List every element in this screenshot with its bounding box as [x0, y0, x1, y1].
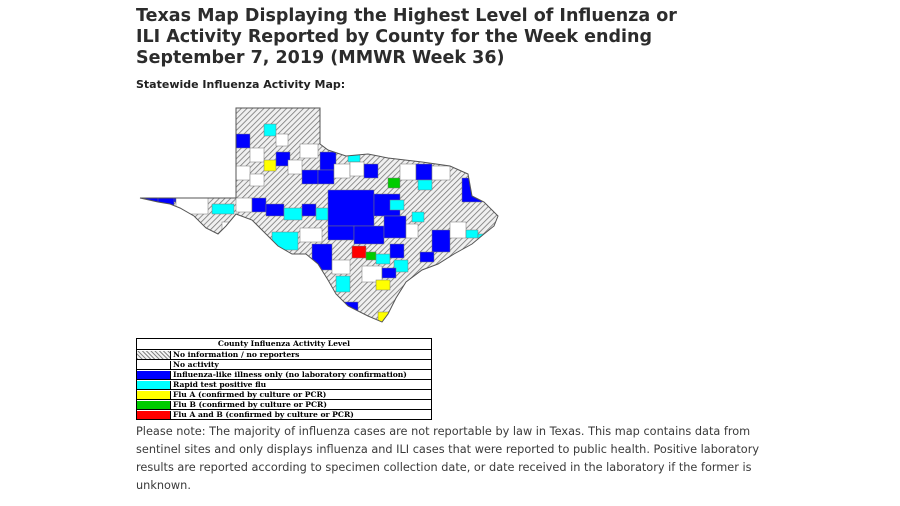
county-rapid	[263, 123, 277, 137]
county-flua	[263, 159, 277, 172]
legend-label: No information / no reporters	[173, 350, 300, 359]
county-rapid	[271, 231, 299, 251]
county-ili	[301, 203, 317, 217]
county-rapid	[211, 203, 235, 215]
county-ili	[353, 225, 385, 245]
county-none	[331, 259, 351, 275]
legend-title: County Influenza Activity Level	[137, 339, 431, 350]
county-none	[221, 221, 243, 237]
county-ili	[301, 169, 319, 185]
county-ili	[327, 225, 355, 241]
county-rapid	[375, 253, 391, 265]
county-ili	[431, 229, 451, 253]
legend-label: Influenza-like illness only (no laborato…	[173, 370, 407, 379]
legend-label: No activity	[173, 360, 219, 369]
county-none	[333, 163, 351, 179]
legend-row-no-information: No information / no reporters	[137, 350, 431, 360]
legend-row-flu-b: Flu B (confirmed by culture or PCR)	[137, 400, 431, 410]
county-flub	[365, 251, 377, 261]
county-none	[431, 165, 451, 181]
county-rapid	[477, 233, 489, 245]
map-subtitle: Statewide Influenza Activity Map:	[136, 78, 346, 91]
disclaimer-note: Please note: The majority of influenza c…	[136, 425, 760, 492]
county-none	[399, 163, 417, 181]
county-none	[287, 159, 303, 175]
county-none	[299, 143, 319, 159]
title-line-1: Texas Map Displaying the Highest Level o…	[136, 6, 677, 26]
county-none	[449, 221, 467, 239]
county-ili	[275, 151, 291, 167]
page-title: Texas Map Displaying the Highest Level o…	[136, 6, 756, 69]
county-ili	[235, 133, 251, 149]
county-layer	[140, 123, 489, 322]
county-ili	[383, 215, 407, 239]
legend-swatch-cyan	[137, 380, 171, 389]
county-ili	[319, 151, 337, 171]
county-ili	[415, 163, 433, 181]
legend-swatch-white	[137, 360, 171, 369]
county-ili	[265, 203, 285, 217]
county-ili	[461, 177, 483, 203]
legend-row-ili: Influenza-like illness only (no laborato…	[137, 370, 431, 380]
county-rapid	[283, 207, 303, 221]
county-ili	[389, 243, 405, 259]
legend-row-no-activity: No activity	[137, 360, 431, 370]
county-rapid	[411, 211, 425, 223]
county-ili	[317, 169, 335, 185]
county-none	[275, 133, 289, 147]
county-none	[299, 227, 323, 243]
legend-row-flu-a-b: Flu A and B (confirmed by culture or PCR…	[137, 410, 431, 419]
county-ili	[363, 163, 379, 179]
county-ili	[381, 267, 397, 279]
legend-swatch-hatch	[137, 350, 171, 359]
county-ili	[419, 251, 435, 263]
county-none	[405, 223, 419, 239]
legend-swatch-red	[137, 410, 171, 419]
legend-label: Rapid test positive flu	[173, 380, 267, 389]
county-ili	[311, 243, 333, 271]
texas-map-svg	[139, 107, 499, 323]
texas-county-map	[132, 104, 504, 326]
legend-label: Flu B (confirmed by culture or PCR)	[173, 400, 327, 409]
county-ili	[341, 301, 359, 315]
legend-label: Flu A and B (confirmed by culture or PCR…	[173, 410, 354, 419]
legend-row-rapid: Rapid test positive flu	[137, 380, 431, 390]
county-rapid	[417, 179, 433, 191]
county-rapid	[315, 207, 329, 221]
county-none	[349, 161, 365, 177]
county-rapid	[389, 199, 405, 211]
county-none	[235, 197, 253, 213]
legend-table: County Influenza Activity Level No infor…	[136, 338, 432, 420]
legend-swatch-yellow	[137, 390, 171, 399]
county-flub	[387, 177, 401, 189]
title-line-2: ILI Activity Reported by County for the …	[136, 27, 653, 47]
county-none	[175, 197, 209, 215]
county-none	[361, 265, 383, 283]
legend-swatch-blue	[137, 370, 171, 379]
title-line-3: September 7, 2019 (MMWR Week 36)	[136, 48, 505, 68]
county-rapid	[335, 275, 351, 293]
county-rapid	[465, 229, 479, 239]
legend-row-flu-a: Flu A (confirmed by culture or PCR)	[137, 390, 431, 400]
county-ili	[251, 197, 267, 213]
county-none	[235, 165, 251, 181]
legend-swatch-green	[137, 400, 171, 409]
county-rapid	[393, 259, 409, 273]
legend-label: Flu A (confirmed by culture or PCR)	[173, 390, 327, 399]
county-flua	[375, 279, 391, 291]
county-none	[249, 147, 265, 163]
county-none	[249, 173, 265, 187]
county-flu-a-b	[351, 245, 367, 259]
county-ili	[327, 189, 375, 227]
